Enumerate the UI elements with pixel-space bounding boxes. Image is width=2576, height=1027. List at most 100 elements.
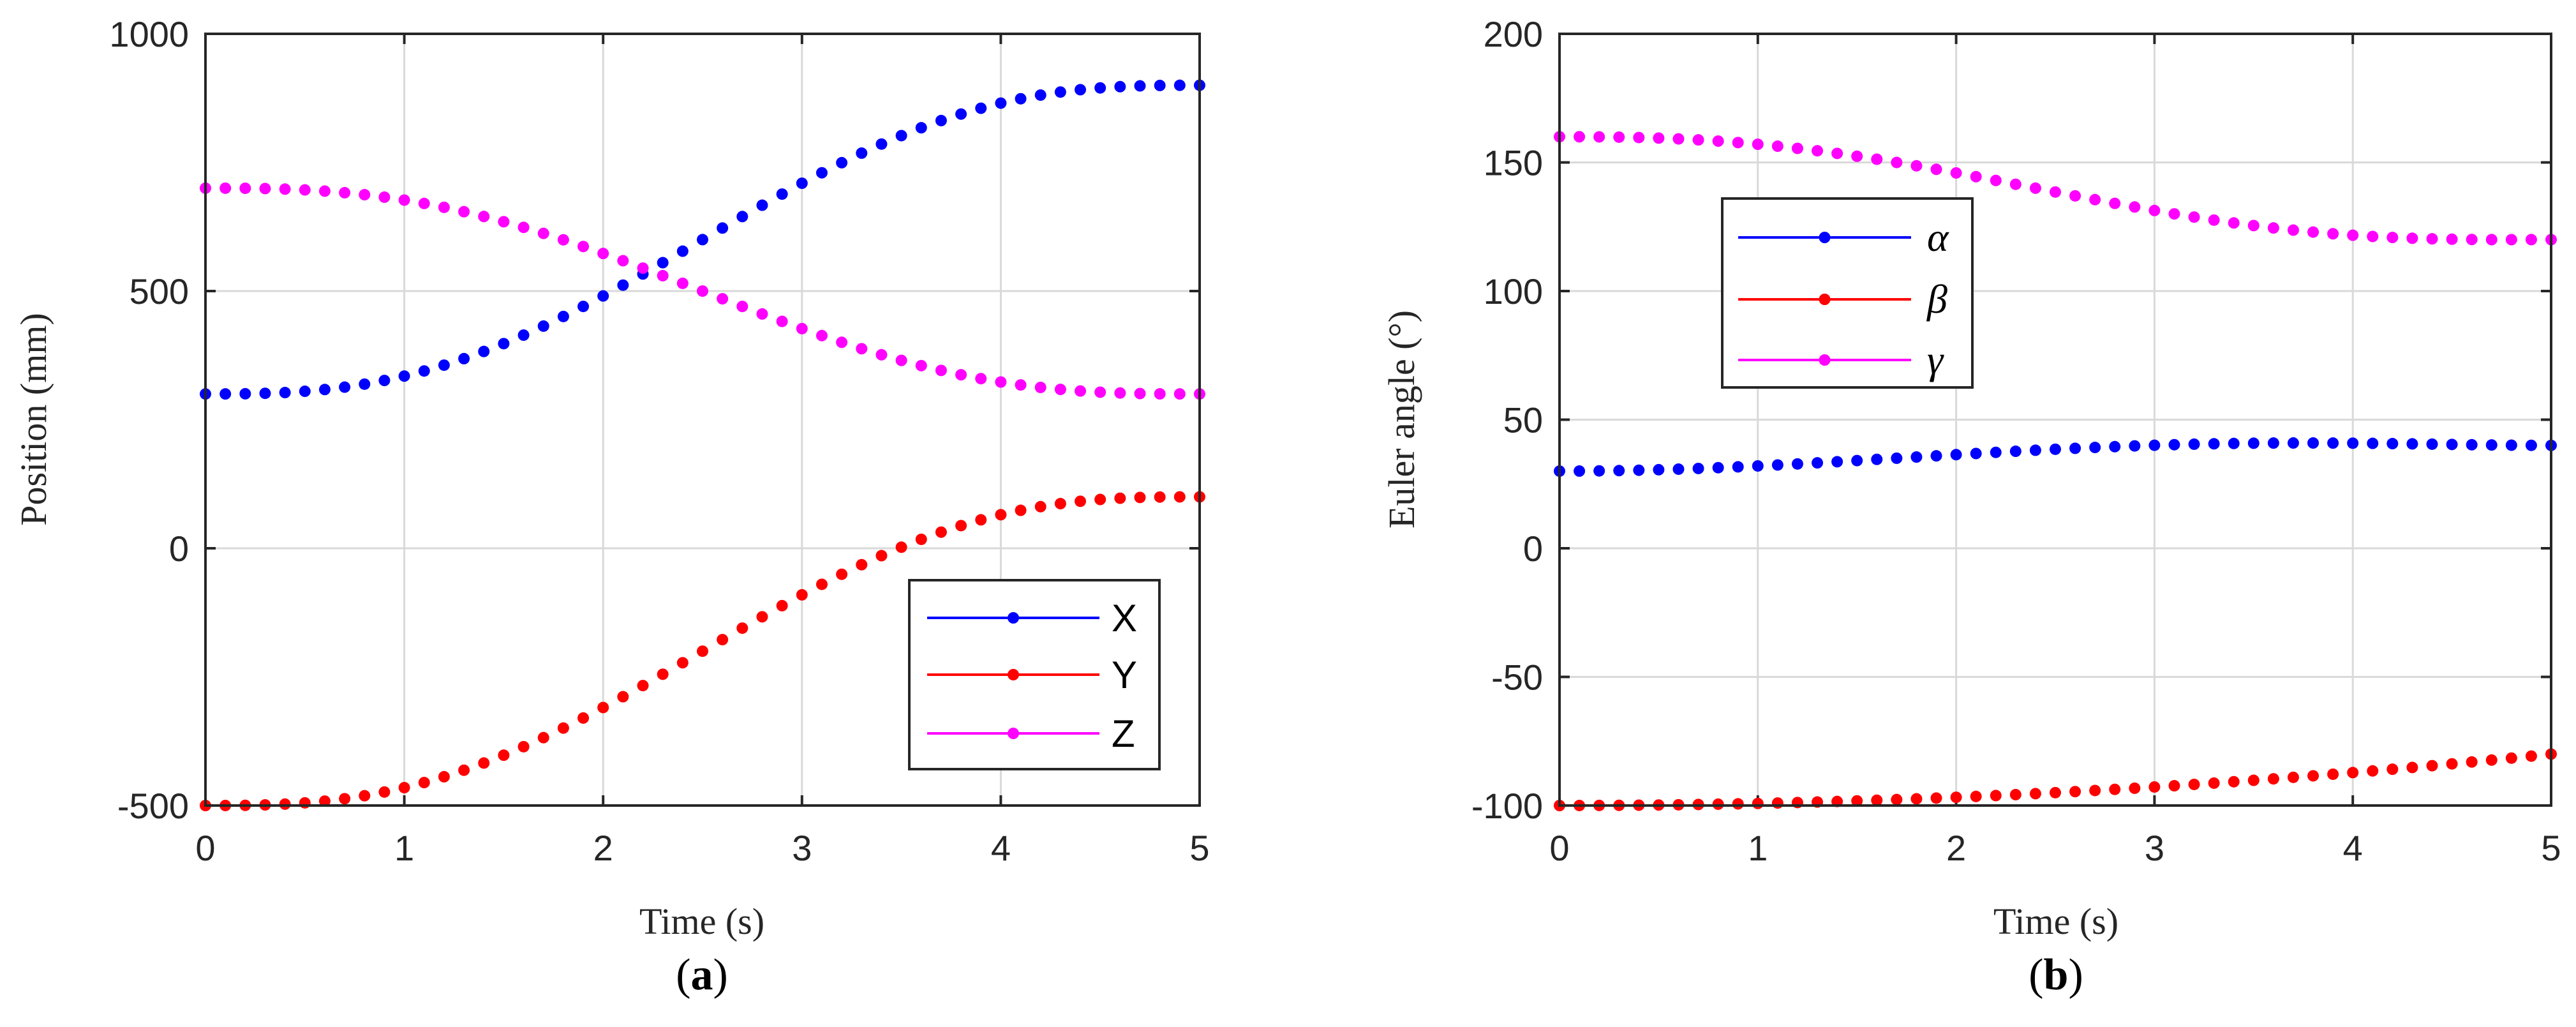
data-point [597, 290, 609, 302]
data-point [2386, 232, 2399, 244]
data-point [398, 370, 410, 382]
data-point [478, 757, 490, 769]
data-point [1791, 458, 1803, 470]
data-point [279, 183, 291, 195]
data-point [1950, 791, 1962, 804]
data-point [359, 378, 371, 390]
data-point [1154, 388, 1166, 400]
data-point [537, 227, 549, 239]
data-point [438, 201, 450, 213]
data-point [378, 375, 391, 387]
data-point [955, 520, 967, 532]
data-point [1891, 156, 1903, 169]
data-point [2089, 784, 2101, 797]
data-point [1970, 447, 1982, 460]
data-point [2089, 442, 2101, 454]
data-point [1970, 170, 1982, 183]
data-point [557, 310, 569, 322]
data-point [915, 533, 927, 545]
data-point [2525, 439, 2537, 451]
data-point [458, 352, 470, 364]
x-tick-label: 4 [2343, 828, 2363, 868]
data-point [2367, 230, 2379, 243]
data-point [836, 568, 848, 580]
data-point [2327, 437, 2339, 449]
data-point [478, 211, 490, 223]
data-point [1950, 167, 1962, 179]
data-point [2386, 763, 2399, 776]
data-point [239, 387, 251, 400]
data-point [676, 277, 689, 289]
data-point [2228, 437, 2240, 449]
data-point [557, 234, 569, 246]
data-point [1771, 797, 1783, 809]
data-point [1114, 80, 1126, 93]
data-point [1034, 381, 1046, 393]
data-point [1075, 495, 1087, 507]
data-point [2287, 771, 2299, 783]
data-point [1910, 793, 1923, 805]
data-point [2307, 437, 2319, 449]
data-point [717, 634, 729, 646]
data-point [2109, 440, 2121, 453]
data-point [318, 185, 331, 197]
data-point [359, 189, 371, 201]
x-tick-label: 0 [195, 828, 215, 868]
x-tick-label: 4 [991, 828, 1011, 868]
data-point [1173, 388, 1186, 400]
legend-marker-β [1819, 294, 1831, 305]
data-point [2505, 752, 2517, 764]
axes-frame [204, 33, 1201, 807]
data-point [2287, 224, 2299, 236]
data-point [339, 186, 351, 199]
data-point [856, 558, 868, 571]
data-point [697, 234, 708, 246]
y-tick-label: 1000 [109, 14, 189, 54]
data-point [2485, 234, 2498, 246]
data-point [1574, 465, 1586, 477]
data-point [637, 680, 649, 692]
data-point [617, 691, 629, 703]
data-point [736, 622, 748, 634]
data-point [975, 514, 987, 526]
data-point [2009, 788, 2021, 800]
data-point [676, 657, 689, 669]
data-point [895, 541, 907, 553]
data-point [1094, 386, 1106, 398]
data-point [1134, 80, 1146, 92]
data-point [955, 108, 967, 120]
data-point [776, 315, 788, 327]
data-point [875, 550, 888, 562]
data-point [856, 147, 868, 159]
data-point [2029, 182, 2041, 194]
data-point [2267, 437, 2279, 449]
data-point [895, 130, 907, 142]
data-point [2347, 229, 2359, 241]
series-X [200, 79, 1205, 400]
legend-label-X: X [1112, 597, 1137, 640]
data-point [836, 336, 848, 349]
data-point [756, 611, 768, 623]
data-point [2247, 437, 2260, 449]
series-α [1554, 437, 2557, 477]
data-point [1015, 379, 1027, 391]
data-point [418, 777, 430, 789]
x-tick-label: 1 [1748, 828, 1768, 868]
data-point [1692, 462, 1704, 474]
data-point [1173, 491, 1186, 503]
data-point [498, 749, 510, 761]
legend-label-Z: Z [1112, 712, 1135, 755]
data-point [2446, 758, 2458, 770]
x-tick-label: 5 [1189, 828, 1209, 868]
data-point [935, 364, 947, 377]
data-point [2188, 778, 2200, 790]
y-tick-label: -50 [1491, 657, 1543, 698]
data-point [2307, 770, 2319, 782]
data-point [1891, 793, 1903, 806]
data-point [717, 222, 729, 234]
data-point [279, 798, 291, 810]
data-point [815, 167, 828, 179]
x-axis-label: Time (s) [1993, 901, 2118, 942]
data-point [1851, 150, 1863, 162]
